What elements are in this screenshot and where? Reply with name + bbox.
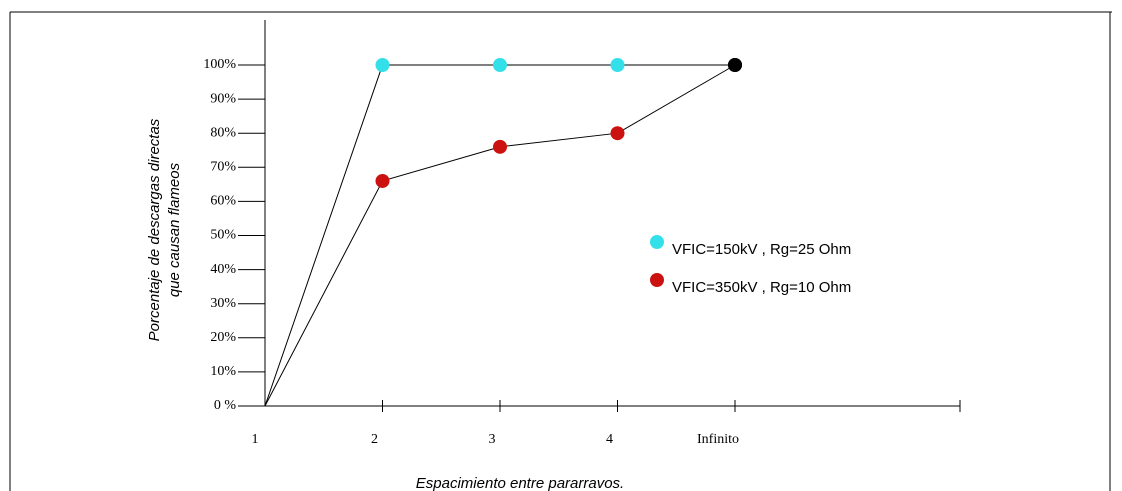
x-tick-label: 3 [489, 432, 496, 447]
y-tick-label: 70% [210, 160, 236, 175]
y-axis-title: que causan flameos [166, 162, 183, 297]
y-tick-label: 90% [210, 91, 236, 106]
series-line [264, 64, 736, 407]
legend-label: VFIC=350kV , Rg=10 Ohm [672, 279, 851, 296]
x-tick-label: 2 [371, 432, 378, 447]
point [610, 58, 625, 72]
y-tick-label: 100% [203, 57, 236, 72]
x-axis-title: Espacimiento entre pararravos. [416, 475, 624, 491]
x-tick-label: 4 [606, 432, 613, 447]
point [375, 173, 390, 188]
point [493, 139, 507, 154]
point [375, 58, 390, 72]
y-axis-title: Porcentaje de descargas directas [146, 118, 163, 341]
legend-marker [650, 273, 664, 287]
y-tick-label: 60% [210, 194, 236, 209]
y-tick-label: 50% [210, 228, 236, 243]
y-tick-label: 20% [210, 330, 236, 345]
y-tick-label: 0 % [214, 398, 237, 413]
legend-label: VFIC=150kV , Rg=25 Ohm [672, 241, 851, 258]
point [493, 58, 507, 72]
legend-marker [650, 235, 664, 249]
x-tick-label: Infinito [697, 432, 739, 447]
y-tick-label: 80% [210, 125, 236, 140]
y-tick-label: 10% [210, 364, 236, 379]
series-line [264, 64, 735, 407]
y-tick-label: 40% [210, 262, 236, 277]
y-tick-label: 30% [210, 296, 236, 311]
x-tick-label: 1 [252, 432, 259, 447]
point [610, 126, 625, 141]
point [728, 58, 742, 72]
